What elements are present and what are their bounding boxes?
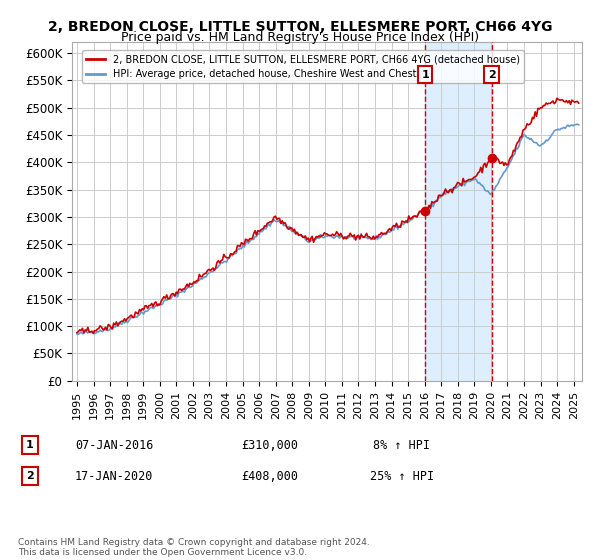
Text: 2: 2 (26, 471, 34, 481)
Text: 17-JAN-2020: 17-JAN-2020 (75, 469, 153, 483)
Text: 07-JAN-2016: 07-JAN-2016 (75, 438, 153, 452)
Text: Contains HM Land Registry data © Crown copyright and database right 2024.
This d: Contains HM Land Registry data © Crown c… (18, 538, 370, 557)
Text: 1: 1 (421, 70, 429, 80)
Legend: 2, BREDON CLOSE, LITTLE SUTTON, ELLESMERE PORT, CH66 4YG (detached house), HPI: : 2, BREDON CLOSE, LITTLE SUTTON, ELLESMER… (82, 50, 524, 83)
Text: 2, BREDON CLOSE, LITTLE SUTTON, ELLESMERE PORT, CH66 4YG: 2, BREDON CLOSE, LITTLE SUTTON, ELLESMER… (48, 20, 552, 34)
Text: 2: 2 (488, 70, 496, 80)
Text: Price paid vs. HM Land Registry's House Price Index (HPI): Price paid vs. HM Land Registry's House … (121, 31, 479, 44)
Bar (425, 42, 491, 381)
Text: £310,000: £310,000 (241, 438, 299, 452)
Text: 25% ↑ HPI: 25% ↑ HPI (370, 469, 434, 483)
Text: 8% ↑ HPI: 8% ↑ HPI (373, 438, 430, 452)
Text: 1: 1 (26, 440, 34, 450)
Text: £408,000: £408,000 (241, 469, 299, 483)
